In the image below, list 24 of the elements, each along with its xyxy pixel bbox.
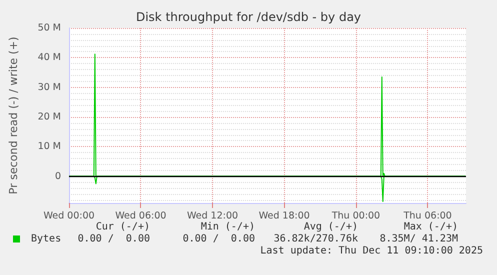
x-tick-label: Thu 00:00 <box>330 210 380 222</box>
x-tick-label: Wed 00:00 <box>43 210 95 222</box>
x-tick-label: Wed 18:00 <box>258 210 310 222</box>
x-tick-label: Thu 06:00 <box>402 210 452 222</box>
y-tick-label: 0 <box>54 170 61 182</box>
legend-label: Bytes <box>31 234 62 244</box>
text: Cur (-/+) <box>96 222 150 232</box>
y-tick-label: 50 M <box>38 22 61 34</box>
y-axis-title: Pr second read (-) / write (+) <box>7 36 20 194</box>
chart-title: Disk throughput for /dev/sdb - by day <box>136 10 362 24</box>
y-tick-label: 40 M <box>38 52 61 64</box>
text: Max (-/+) <box>404 222 458 232</box>
text: 0.00 / 0.00 <box>182 234 255 244</box>
x-tick-label: Wed 06:00 <box>115 210 166 222</box>
text: 0.00 / 0.00 <box>78 234 150 244</box>
text: 8.35M/ 41.23M <box>380 234 458 244</box>
y-tick-label: 20 M <box>38 111 61 122</box>
x-tick-label: Wed 12:00 <box>186 210 238 222</box>
y-tick-label: 30 M <box>38 82 61 93</box>
text: Min (-/+) <box>200 222 255 232</box>
y-tick-label: 10 M <box>38 141 61 152</box>
text: 36.82k/270.76k <box>274 234 358 244</box>
text: Avg (-/+) <box>304 222 358 232</box>
text: Last update: Thu Dec 11 09:10:00 2025 <box>260 246 483 256</box>
